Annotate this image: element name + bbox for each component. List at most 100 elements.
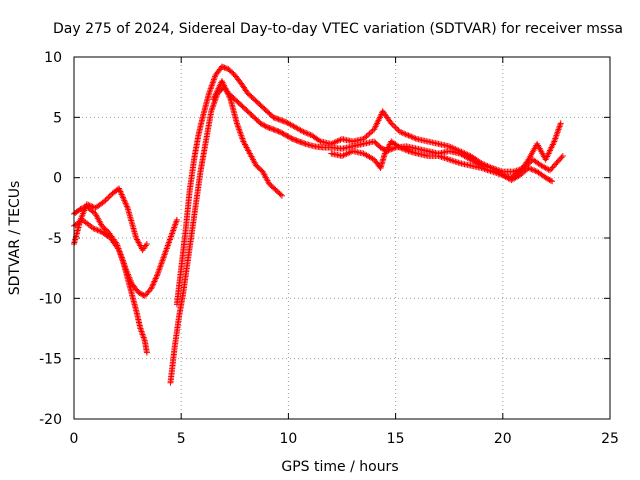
y-tick-label: 0	[53, 171, 62, 187]
data-point	[120, 195, 127, 202]
data-point	[152, 275, 159, 282]
series-track-a	[71, 185, 150, 254]
data-point	[119, 192, 126, 199]
data-point	[547, 177, 554, 184]
data-point	[542, 174, 549, 181]
data-point	[287, 134, 294, 141]
data-point	[301, 129, 308, 136]
data-point	[258, 121, 265, 128]
data-point	[153, 274, 160, 281]
data-point	[152, 276, 159, 283]
data-point	[141, 292, 148, 299]
data-point	[279, 130, 286, 137]
data-point	[398, 145, 405, 152]
data-point	[408, 133, 415, 140]
data-point	[136, 290, 143, 297]
data-point	[377, 144, 384, 151]
data-point	[406, 133, 413, 140]
data-point	[116, 187, 123, 194]
data-point	[123, 203, 130, 210]
data-point	[316, 137, 323, 144]
data-point	[546, 167, 553, 174]
data-points	[71, 63, 566, 386]
data-point	[260, 121, 267, 128]
data-point	[116, 185, 123, 192]
chart-title: Day 275 of 2024, Sidereal Day-to-day VTE…	[53, 21, 623, 37]
data-point	[549, 164, 556, 171]
data-point	[117, 188, 124, 195]
data-point	[278, 129, 285, 136]
data-point	[148, 284, 155, 291]
data-point	[411, 134, 418, 141]
y-tick-label: -20	[39, 412, 62, 428]
data-point	[96, 227, 103, 234]
data-point	[119, 194, 126, 201]
data-point	[76, 207, 83, 214]
data-point	[394, 125, 401, 132]
data-point	[90, 225, 97, 232]
y-tick-label: -10	[39, 291, 62, 307]
data-point	[262, 123, 269, 130]
data-point	[399, 145, 406, 152]
data-point	[392, 124, 399, 131]
data-point	[528, 166, 535, 173]
data-point	[298, 128, 305, 135]
data-point	[412, 135, 419, 142]
x-tick-label: 10	[279, 431, 297, 447]
data-point	[91, 225, 98, 232]
data-point	[93, 226, 100, 233]
data-point	[150, 279, 157, 286]
y-tick-label: 5	[53, 110, 62, 126]
data-point	[557, 120, 564, 127]
series-track-f	[210, 78, 285, 199]
data-point	[280, 130, 287, 137]
data-point	[151, 278, 158, 285]
data-point	[405, 132, 412, 139]
data-point	[122, 200, 129, 207]
data-point	[103, 195, 110, 202]
data-point	[404, 147, 411, 154]
data-point	[555, 157, 562, 164]
data-point	[401, 130, 408, 137]
data-point	[121, 198, 128, 205]
data-point	[285, 133, 292, 140]
data-point	[396, 128, 403, 135]
data-point	[118, 189, 125, 196]
data-point	[399, 130, 406, 137]
data-point	[303, 130, 310, 137]
data-point	[300, 128, 307, 135]
data-point	[173, 216, 180, 223]
data-point	[409, 134, 416, 141]
grid	[74, 57, 610, 419]
series-track-c	[71, 203, 150, 356]
data-point	[145, 288, 152, 295]
x-axis-label: GPS time / hours	[281, 459, 398, 475]
y-tick-label: -15	[39, 352, 62, 368]
data-point	[550, 163, 557, 170]
data-point	[140, 292, 147, 299]
x-tick-label: 20	[494, 431, 512, 447]
y-tick-label: -5	[48, 231, 62, 247]
data-point	[388, 120, 395, 127]
data-point	[261, 122, 268, 129]
data-point	[257, 120, 264, 127]
data-point	[101, 198, 108, 205]
data-point	[149, 282, 156, 289]
x-tick-label: 5	[177, 431, 186, 447]
data-point	[557, 155, 564, 162]
y-axis-label: SDTVAR / TECUs	[7, 181, 23, 296]
data-point	[118, 191, 125, 198]
data-point	[148, 285, 155, 292]
axis-ticks: 0 5 10 15 20 25 -20 -15 -10 -5 0 5 10	[39, 50, 619, 447]
x-tick-label: 25	[601, 431, 619, 447]
data-point	[546, 176, 553, 183]
data-point	[153, 272, 160, 279]
data-point	[121, 197, 128, 204]
data-point	[389, 121, 396, 128]
data-point	[549, 178, 556, 185]
data-point	[137, 290, 144, 297]
data-point	[144, 290, 151, 297]
data-point	[278, 192, 285, 199]
data-point	[94, 227, 101, 234]
